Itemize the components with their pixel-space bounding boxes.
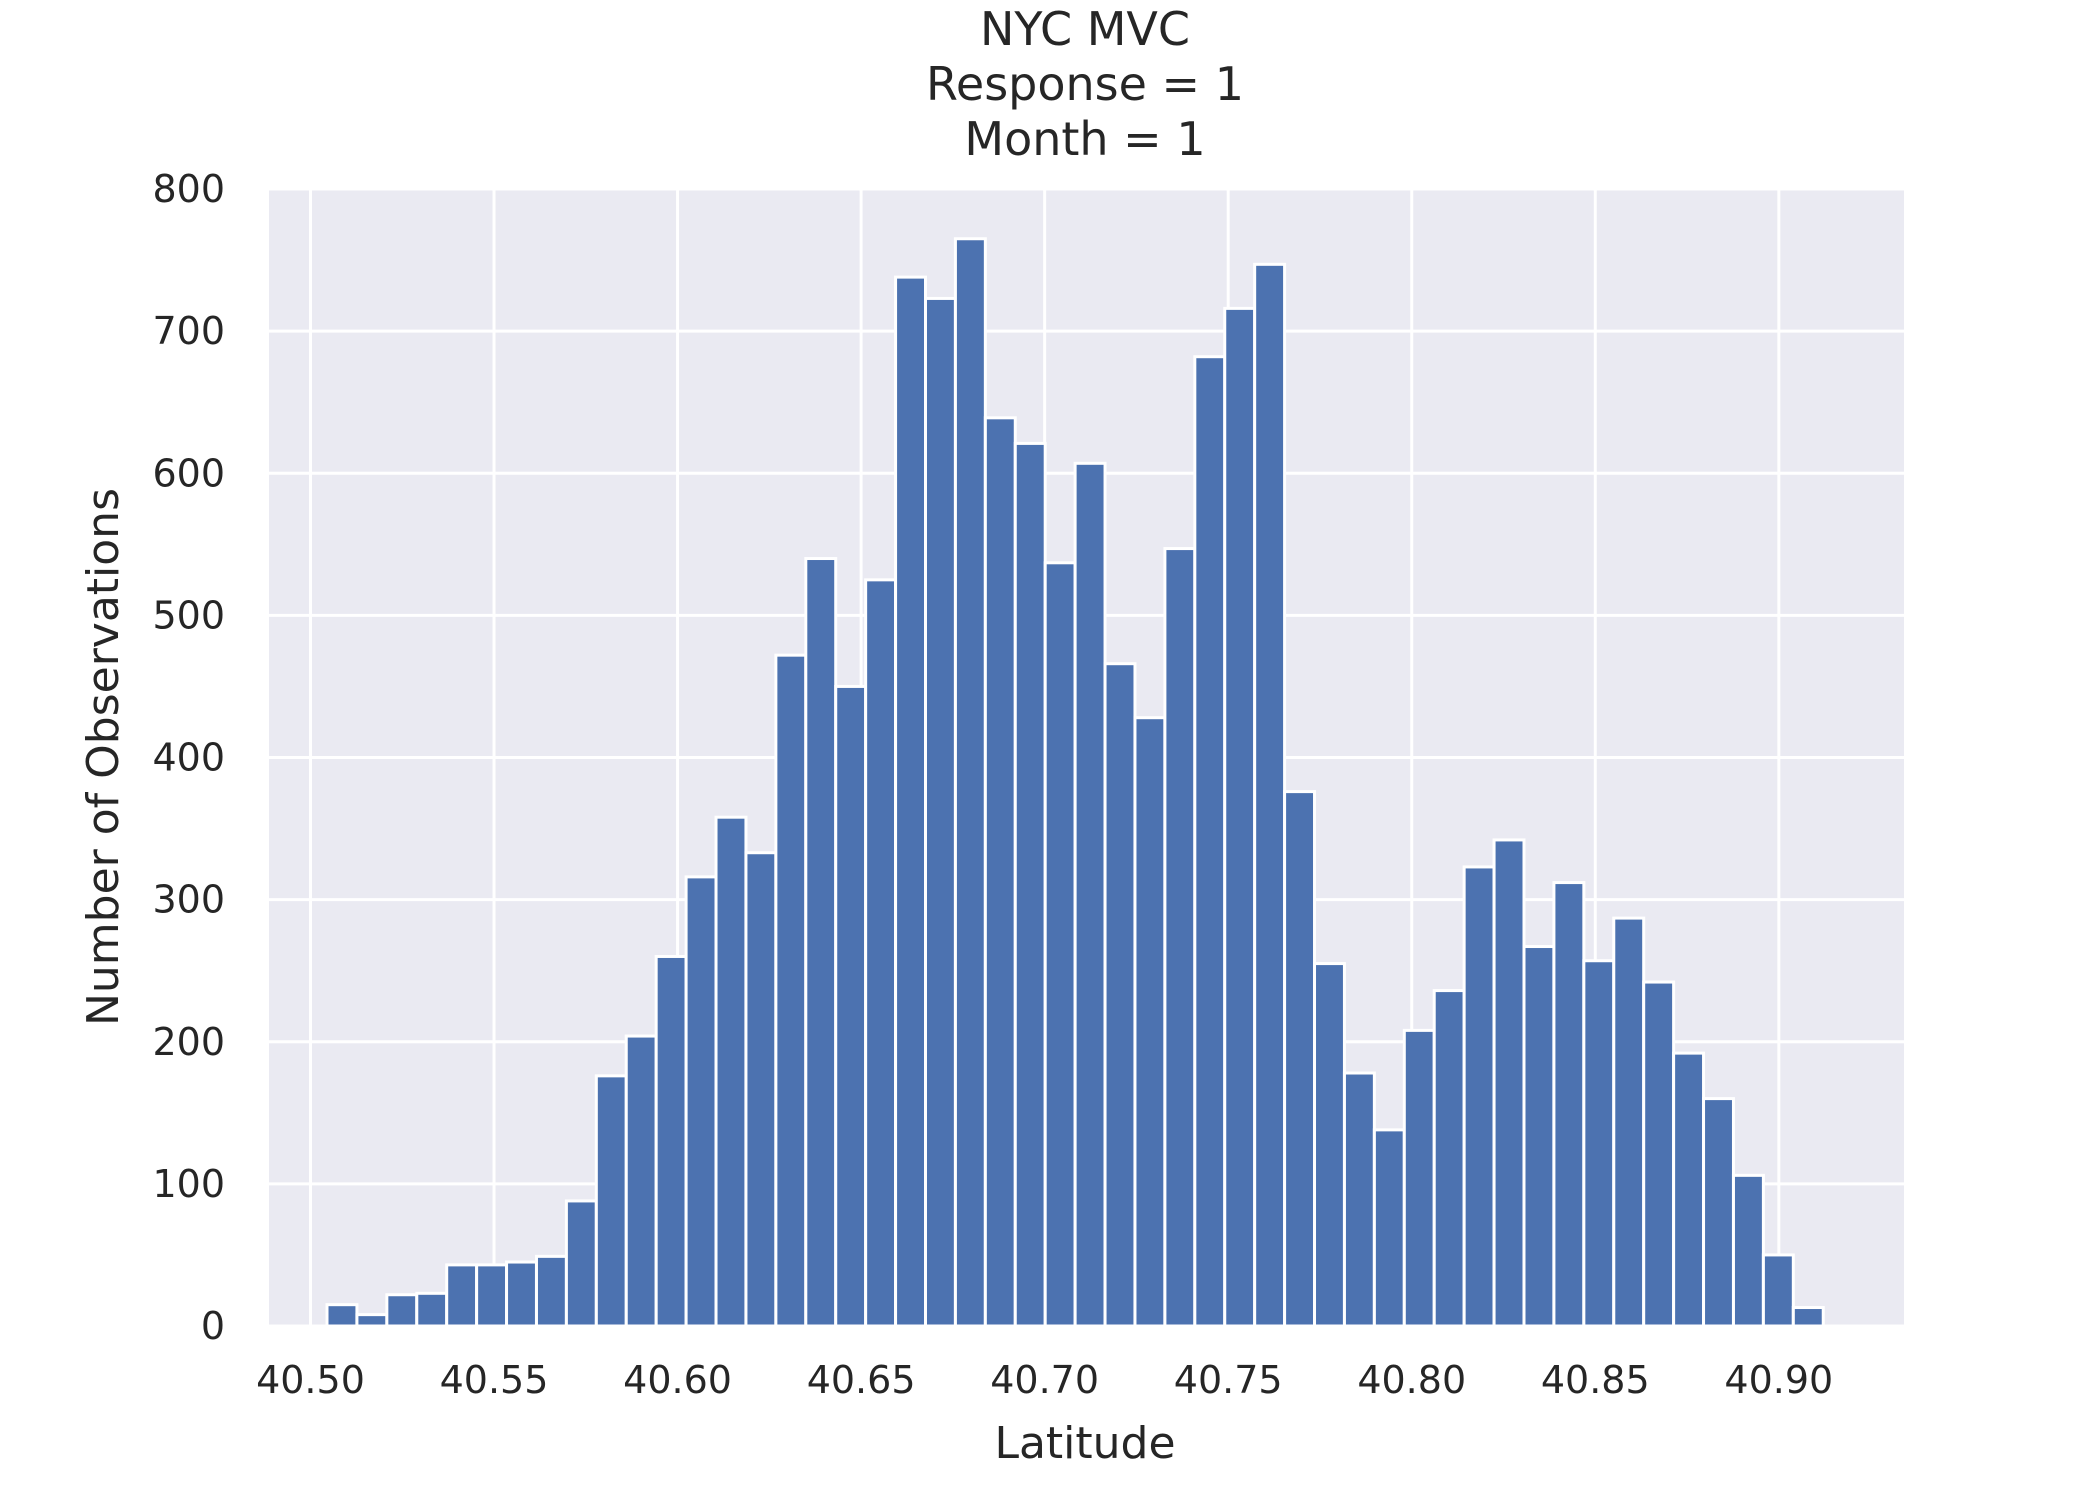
y-tick-label: 500: [152, 593, 225, 637]
histogram-bar: [1582, 959, 1616, 1328]
histogram-bar: [894, 275, 927, 1328]
histogram-bar: [1193, 355, 1227, 1328]
title-line-3: Month = 1: [964, 112, 1205, 166]
histogram-bar: [1253, 262, 1287, 1328]
histogram-bar: [1043, 561, 1077, 1328]
x-tick-label: 40.70: [990, 1358, 1099, 1402]
histogram-bar: [684, 875, 718, 1328]
x-tick-label: 40.75: [1174, 1358, 1283, 1402]
x-axis-label: Latitude: [994, 1418, 1175, 1469]
histogram-bar: [834, 684, 868, 1328]
histogram-bar: [1761, 1253, 1795, 1328]
histogram-bar: [415, 1291, 449, 1328]
histogram-bar: [744, 851, 778, 1328]
histogram-bar: [505, 1260, 538, 1328]
y-axis-label: Number of Observations: [78, 488, 129, 1026]
x-tick-label: 40.80: [1357, 1358, 1466, 1402]
x-tick-label: 40.55: [440, 1358, 549, 1402]
histogram-bar: [564, 1199, 598, 1328]
y-tick-label: 0: [201, 1304, 225, 1348]
histogram-bar: [654, 954, 688, 1328]
histogram-bar: [1283, 790, 1317, 1328]
histogram-bar: [714, 815, 748, 1328]
histogram-bar: [953, 237, 987, 1328]
histogram-bar: [1313, 962, 1346, 1328]
y-axis-ticks: 0 100 200 300 400 500 600 700 800: [152, 167, 225, 1348]
histogram-bar: [624, 1034, 658, 1328]
histogram-bar: [1791, 1306, 1825, 1328]
histogram-bar: [385, 1293, 419, 1328]
x-tick-label: 40.65: [807, 1358, 916, 1402]
y-tick-label: 700: [152, 309, 225, 353]
histogram-bar: [1073, 461, 1107, 1328]
histogram-bar: [864, 578, 898, 1328]
histogram-bar: [1462, 865, 1496, 1328]
histogram-bar: [355, 1313, 389, 1328]
histogram-bar: [923, 296, 957, 1328]
histogram-bar: [1731, 1173, 1765, 1328]
histogram-bar: [475, 1263, 509, 1328]
histogram-bar: [1223, 306, 1257, 1328]
y-tick-label: 200: [152, 1020, 225, 1064]
y-tick-label: 800: [152, 167, 225, 211]
x-tick-label: 40.50: [256, 1358, 365, 1402]
y-tick-label: 400: [152, 736, 225, 780]
histogram-bar: [1163, 547, 1197, 1328]
histogram-bar: [1552, 881, 1586, 1328]
histogram-bar: [325, 1303, 359, 1328]
histogram-bar: [445, 1263, 479, 1328]
x-tick-label: 40.60: [623, 1358, 732, 1402]
x-axis-ticks: 40.50 40.55 40.60 40.65 40.70 40.75 40.80 40.85…: [256, 1358, 1833, 1402]
histogram-bar: [804, 557, 838, 1328]
title-line-1: NYC MVC: [980, 2, 1190, 56]
y-tick-label: 600: [152, 451, 225, 495]
histogram-bar: [534, 1254, 568, 1328]
histogram-bar: [1672, 1051, 1706, 1328]
x-tick-label: 40.85: [1541, 1358, 1650, 1402]
histogram-bar: [1372, 1128, 1406, 1328]
histogram-bar: [1642, 980, 1676, 1328]
histogram-bar: [1013, 441, 1047, 1328]
y-tick-label: 300: [152, 878, 225, 922]
histogram-bar: [1402, 1028, 1436, 1328]
histogram-bar: [1702, 1097, 1735, 1328]
chart-title: NYC MVC Response = 1 Month = 1: [926, 2, 1244, 166]
histogram-bar: [1612, 916, 1646, 1328]
histogram-bar: [594, 1074, 628, 1328]
x-tick-label: 40.90: [1724, 1358, 1833, 1402]
histogram-bar: [1522, 945, 1556, 1328]
histogram-bar: [1103, 662, 1137, 1328]
histogram-bar: [1492, 838, 1526, 1328]
histogram-bar: [1133, 716, 1167, 1328]
histogram-bar: [1342, 1071, 1376, 1328]
histogram-bar: [1432, 989, 1466, 1328]
title-line-2: Response = 1: [926, 57, 1244, 111]
y-tick-label: 100: [152, 1162, 225, 1206]
histogram-bar: [983, 416, 1017, 1328]
histogram-bar: [774, 653, 808, 1328]
histogram-bars: [325, 237, 1825, 1328]
